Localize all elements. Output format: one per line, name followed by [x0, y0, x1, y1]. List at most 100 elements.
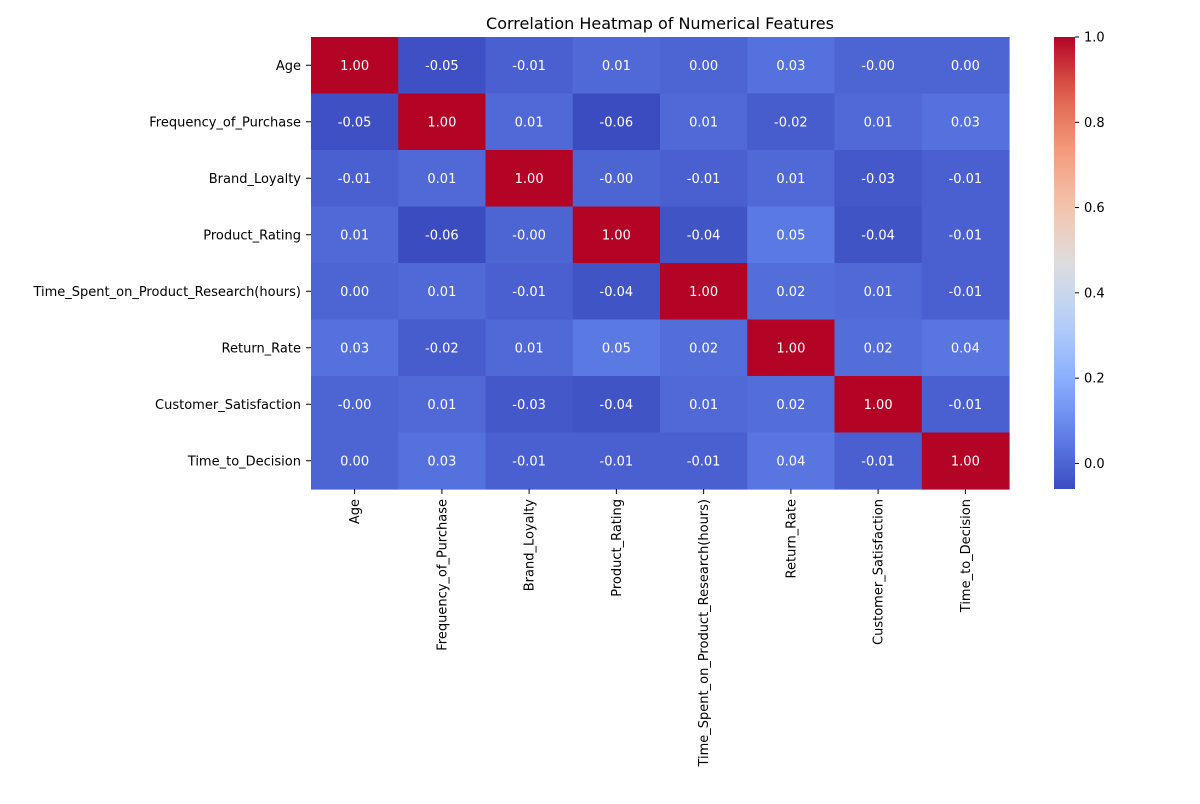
cell-annotation: 0.00	[340, 454, 369, 469]
heatmap-cell	[747, 206, 836, 264]
y-tick-label: Time_to_Decision	[187, 454, 301, 469]
x-tick-label: Time_to_Decision	[959, 499, 974, 613]
heatmap-cell	[747, 376, 836, 434]
cell-annotation: -0.03	[861, 172, 895, 187]
heatmap-cell	[572, 150, 661, 208]
heatmap-cell	[311, 432, 399, 490]
cell-annotation: -0.01	[512, 454, 546, 469]
cell-annotation: -0.00	[338, 398, 372, 413]
colorbar-tick-label: 1.0	[1084, 31, 1105, 46]
cell-annotation: 0.01	[864, 285, 893, 300]
heatmap-cell	[660, 93, 748, 151]
cell-annotation: 1.00	[689, 285, 718, 300]
heatmap-cell	[660, 263, 748, 321]
x-tick-label: Product_Rating	[610, 499, 625, 597]
cell-annotation: 1.00	[515, 172, 544, 187]
cell-annotation: -0.00	[861, 59, 895, 74]
cell-annotation: -0.06	[600, 115, 634, 130]
heatmap-cell	[485, 150, 574, 208]
heatmap-cell	[747, 432, 836, 490]
cell-annotation: 0.00	[340, 285, 369, 300]
cell-annotation: 1.00	[340, 59, 369, 74]
cell-annotation: 0.00	[951, 59, 980, 74]
cell-annotation: 1.00	[602, 228, 631, 243]
cell-annotation: -0.04	[861, 228, 895, 243]
heatmap-cell	[747, 150, 836, 208]
heatmap-cell	[485, 93, 574, 151]
cell-annotation: 0.04	[776, 454, 805, 469]
heatmap-cell	[398, 37, 487, 95]
cell-annotation: -0.04	[687, 228, 721, 243]
cell-annotation: 0.01	[515, 115, 544, 130]
cell-annotation: 0.01	[427, 285, 456, 300]
heatmap-cell	[398, 150, 487, 208]
heatmap-cell	[660, 319, 748, 377]
cell-annotation: -0.05	[338, 115, 372, 130]
cell-annotation: 1.00	[864, 398, 893, 413]
heatmap-cell	[921, 319, 1010, 377]
heatmap-cell	[834, 150, 923, 208]
heatmap-cell	[834, 206, 923, 264]
heatmap-cell	[398, 206, 487, 264]
cell-annotation: 0.01	[427, 172, 456, 187]
colorbar-tick-label: 0.4	[1084, 286, 1105, 301]
y-tick-label: Time_Spent_on_Product_Research(hours)	[32, 285, 301, 300]
heatmap-cell	[747, 319, 836, 377]
cell-annotation: -0.01	[949, 172, 983, 187]
heatmap-cell	[660, 432, 748, 490]
cell-annotation: -0.01	[338, 172, 372, 187]
cell-annotation: 0.01	[340, 228, 369, 243]
heatmap-cell	[398, 263, 487, 321]
heatmap-cell	[834, 37, 923, 95]
cell-annotation: 1.00	[776, 341, 805, 356]
heatmap-cell	[311, 93, 399, 151]
heatmap-cell	[572, 319, 661, 377]
cell-annotation: 0.02	[864, 341, 893, 356]
heatmap-cell	[398, 93, 487, 151]
heatmap-cell	[921, 37, 1010, 95]
cell-annotation: -0.01	[687, 454, 721, 469]
x-tick-label: Time_Spent_on_Product_Research(hours)	[697, 499, 712, 768]
cell-annotation: 0.03	[427, 454, 456, 469]
cell-annotation: 0.04	[951, 341, 980, 356]
colorbar-gradient	[1054, 37, 1075, 489]
cell-annotation: -0.01	[949, 285, 983, 300]
heatmap-cell	[834, 93, 923, 151]
cell-annotation: -0.05	[425, 59, 459, 74]
heatmap-cell	[747, 263, 836, 321]
heatmap-cell	[572, 263, 661, 321]
heatmap-cell	[660, 206, 748, 264]
cell-annotation: 0.01	[776, 172, 805, 187]
x-tick-label: Age	[348, 499, 363, 524]
y-tick-labels: Age Frequency_of_Purchase Brand_Loyalty Pro…	[32, 59, 311, 469]
cell-annotation: -0.01	[949, 398, 983, 413]
cell-annotation: -0.02	[425, 341, 459, 356]
heatmap-cell	[834, 319, 923, 377]
heatmap-cell	[921, 376, 1010, 434]
heatmap-cell	[921, 93, 1010, 151]
cell-annotation: 0.02	[689, 341, 718, 356]
x-tick-label: Brand_Loyalty	[523, 499, 538, 592]
heatmap-cell	[834, 432, 923, 490]
heatmap-cell	[921, 206, 1010, 264]
cell-annotation: -0.00	[600, 172, 634, 187]
heatmap-annotations: 1.00 -0.05 -0.01 0.01 0.00 0.03 -0.00 0.00 -0.05…	[338, 59, 982, 470]
heatmap-cell	[660, 376, 748, 434]
cell-annotation: 0.03	[776, 59, 805, 74]
cell-annotation: -0.06	[425, 228, 459, 243]
cell-annotation: -0.01	[949, 228, 983, 243]
heatmap-cell	[572, 93, 661, 151]
cell-annotation: 0.03	[951, 115, 980, 130]
colorbar-tick-label: 0.0	[1084, 457, 1105, 472]
cell-annotation: 0.01	[689, 398, 718, 413]
heatmap-cell	[572, 206, 661, 264]
cell-annotation: 0.00	[689, 59, 718, 74]
heatmap-cell	[485, 376, 574, 434]
heatmap-cell	[921, 150, 1010, 208]
y-tick-label: Brand_Loyalty	[209, 172, 302, 187]
cell-annotation: 0.01	[602, 59, 631, 74]
cell-annotation: 0.02	[776, 398, 805, 413]
cell-annotation: -0.02	[774, 115, 808, 130]
